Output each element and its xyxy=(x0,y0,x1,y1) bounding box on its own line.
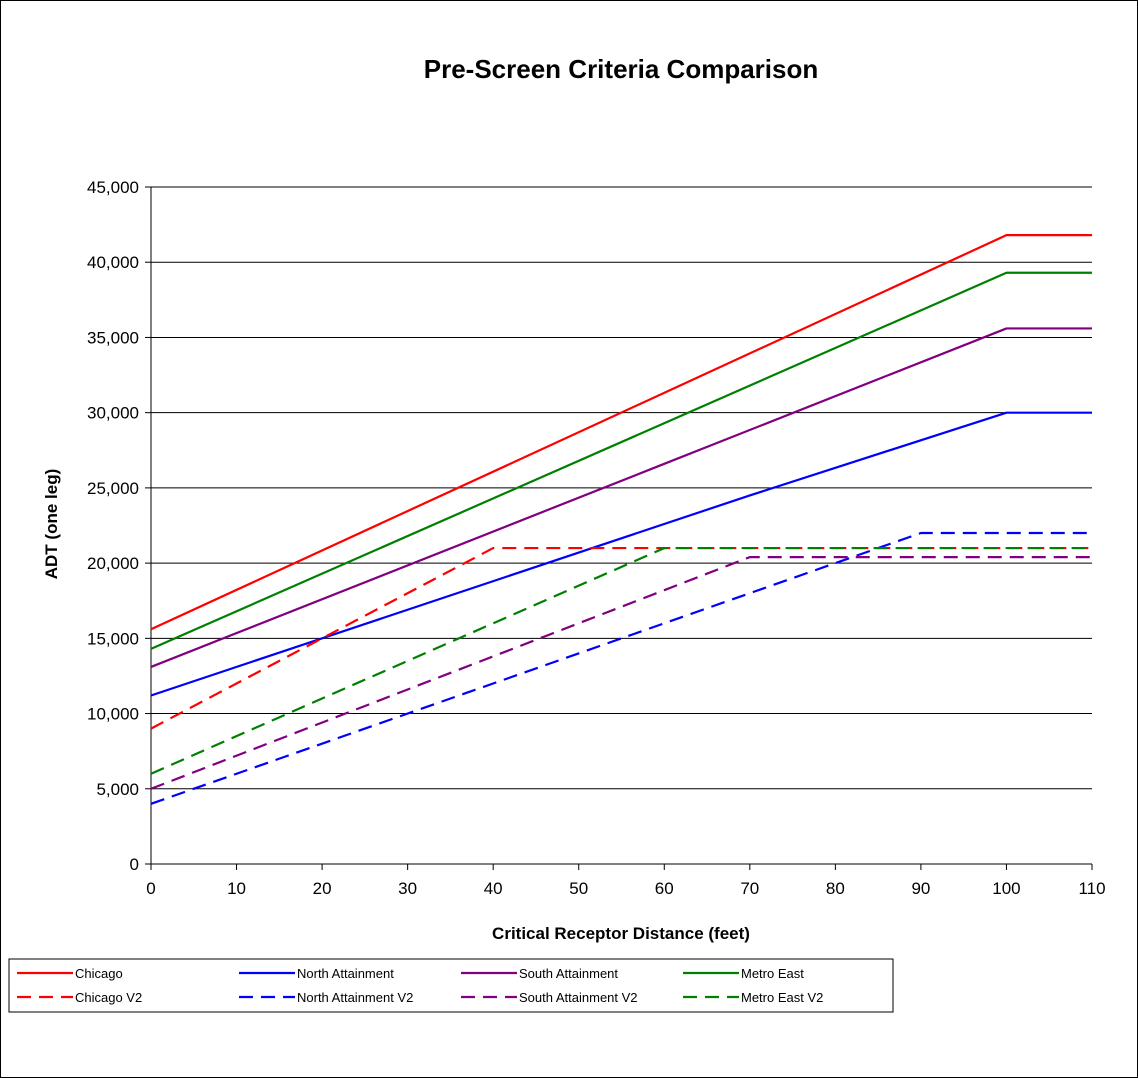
x-tick-label-6: 60 xyxy=(655,879,674,898)
series-line-south-attainment-v2 xyxy=(150,555,1092,790)
x-tick-label-1: 10 xyxy=(227,879,246,898)
y-tick-label-9: 45,000 xyxy=(87,178,139,197)
series-line-metro-east xyxy=(150,271,1092,650)
x-tick-labels: 0 10 20 30 40 50 60 70 80 90 100 110 xyxy=(146,879,1105,898)
x-tick-label-2: 20 xyxy=(313,879,332,898)
x-tick-label-0: 0 xyxy=(146,879,155,898)
series-line-south-attainment xyxy=(150,327,1092,668)
x-tick-label-8: 80 xyxy=(826,879,845,898)
legend-label-chicago-v2: Chicago V2 xyxy=(75,990,142,1005)
x-tick-label-5: 50 xyxy=(569,879,588,898)
y-tick-labels: 0 5,000 10,000 15,000 20,000 25,000 30,000 35,0… xyxy=(87,178,139,874)
series-line-chicago-v2 xyxy=(150,546,1092,730)
legend-box xyxy=(8,958,894,1013)
y-tick-label-6: 30,000 xyxy=(87,404,139,423)
series-line-chicago xyxy=(150,234,1092,631)
x-tick-label-4: 40 xyxy=(484,879,503,898)
y-axis-title: ADT (one leg) xyxy=(42,469,61,580)
y-tick-label-0: 0 xyxy=(130,855,139,874)
y-tick-label-7: 35,000 xyxy=(87,328,139,347)
x-axis-title: Critical Receptor Distance (feet) xyxy=(492,924,750,943)
legend-label-north-attainment-v2: North Attainment V2 xyxy=(297,990,413,1005)
series-lines xyxy=(150,234,1092,805)
y-tick-label-1: 5,000 xyxy=(96,780,139,799)
series-line-north-attainment-v2 xyxy=(150,531,1092,805)
legend: Chicago North Attainment South Attainment M… xyxy=(17,966,823,1005)
y-tick-label-2: 10,000 xyxy=(87,705,139,724)
chart-title: Pre-Screen Criteria Comparison xyxy=(424,54,818,84)
legend-label-north-attainment: North Attainment xyxy=(297,966,394,981)
series-line-north-attainment xyxy=(150,411,1092,697)
y-tick-label-5: 25,000 xyxy=(87,479,139,498)
grid-lines xyxy=(151,186,1092,790)
y-tick-label-3: 15,000 xyxy=(87,629,139,648)
legend-label-metro-east: Metro East xyxy=(741,966,804,981)
series-line-metro-east-v2 xyxy=(150,546,1092,775)
x-tick-label-11: 110 xyxy=(1078,879,1105,898)
y-tick-label-4: 20,000 xyxy=(87,554,139,573)
x-tick-label-7: 70 xyxy=(740,879,759,898)
y-tick-label-8: 40,000 xyxy=(87,253,139,272)
legend-label-metro-east-v2: Metro East V2 xyxy=(741,990,823,1005)
x-tick-label-9: 90 xyxy=(911,879,930,898)
legend-label-chicago: Chicago xyxy=(75,966,123,981)
legend-label-south-attainment-v2: South Attainment V2 xyxy=(519,990,638,1005)
axes xyxy=(145,186,1093,870)
x-tick-label-3: 30 xyxy=(398,879,417,898)
legend-label-south-attainment: South Attainment xyxy=(519,966,618,981)
x-tick-label-10: 100 xyxy=(992,879,1020,898)
